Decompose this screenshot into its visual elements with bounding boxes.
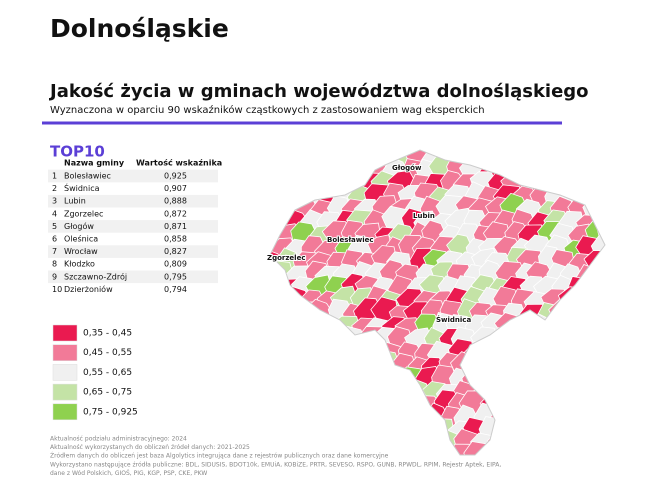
city-label: Świdnica: [436, 315, 471, 324]
column-header: Wartość wskaźnika: [136, 158, 222, 168]
row-background: [48, 169, 218, 183]
legend-swatch: [52, 344, 78, 361]
rank: 3: [52, 197, 57, 206]
row-background: [48, 220, 218, 233]
index-value: 0,809: [164, 260, 187, 269]
index-value: 0,907: [164, 184, 187, 193]
municipality-name: Szczawno-Zdrój: [64, 271, 127, 281]
municipality-name: Dzierżoniów: [64, 284, 113, 294]
footnotes: Aktualność podziału administracyjnego: 2…: [50, 436, 501, 477]
index-value: 0,794: [164, 285, 187, 294]
municipality-name: Głogów: [64, 221, 94, 231]
footnote: Źródłem danych do obliczeń jest baza Alg…: [50, 452, 389, 460]
index-value: 0,871: [164, 222, 187, 231]
legend-label: 0,35 - 0,45: [83, 329, 132, 339]
municipality-name: Lubin: [64, 197, 86, 206]
legend-label: 0,75 - 0,925: [83, 407, 138, 417]
rank: 8: [52, 260, 57, 269]
row-background: [48, 270, 218, 284]
municipality-name: Bolesławiec: [64, 172, 111, 181]
legend: 0,35 - 0,45 0,45 - 0,55 0,55 - 0,65 0,65 - …: [52, 324, 138, 421]
map-subtitle: Wyznaczona w oparciu 90 wskaźników cząst…: [50, 104, 485, 116]
index-value: 0,925: [164, 172, 187, 181]
rank: 6: [52, 235, 57, 244]
index-value: 0,888: [164, 197, 187, 206]
map-title: Jakość życia w gminach województwa dolno…: [48, 81, 589, 102]
index-value: 0,827: [164, 247, 187, 256]
rank: 9: [52, 272, 57, 281]
row-background: [48, 194, 218, 208]
footnote: dane z Wód Polskich, GIOŚ, PIG, KGP, PSP…: [50, 470, 207, 477]
rank: 1: [52, 172, 57, 181]
footnote: Aktualność podziału administracyjnego: 2…: [50, 436, 187, 443]
legend-swatch: [52, 383, 78, 401]
city-label: Bolesławiec: [327, 236, 374, 244]
column-header: Nazwa gminy: [64, 159, 125, 168]
top10-table: Nazwa gminy Wartość wskaźnika 1 Bolesławiec…: [48, 158, 222, 294]
city-label: Zgorzelec: [267, 254, 305, 262]
legend-label: 0,65 - 0,75: [83, 388, 132, 398]
municipality-name: Kłodzko: [64, 260, 95, 269]
rank: 10: [52, 285, 62, 294]
city-labels: Głogów Lubin Bolesławiec Zgorzelec Świdnica: [266, 163, 472, 325]
municipality-name: Świdnica: [64, 182, 100, 193]
index-value: 0,795: [164, 272, 187, 281]
legend-swatch: [52, 364, 78, 381]
city-label: Lubin: [413, 212, 435, 220]
index-value: 0,858: [164, 235, 187, 244]
rank: 2: [52, 184, 57, 193]
municipality-name: Oleśnica: [64, 234, 98, 244]
legend-swatch: [52, 403, 78, 421]
legend-label: 0,45 - 0,55: [83, 348, 132, 358]
municipality-name: Zgorzelec: [64, 209, 103, 218]
legend-label: 0,55 - 0,65: [83, 368, 132, 378]
legend-swatch: [52, 324, 78, 342]
footnote: Aktualność wykorzystanych do obliczeń źr…: [50, 444, 250, 451]
rank: 7: [52, 247, 57, 256]
footnote: Wykorzystano następujące źródła publiczn…: [50, 461, 501, 468]
index-value: 0,872: [164, 209, 187, 218]
rank: 4: [52, 209, 57, 218]
top10-title: TOP10: [50, 143, 105, 161]
row-background: [48, 245, 218, 258]
page-title: Dolnośląskie: [50, 14, 229, 43]
rank: 5: [52, 222, 57, 231]
city-label: Głogów: [392, 164, 422, 172]
municipality-name: Wrocław: [64, 247, 98, 256]
